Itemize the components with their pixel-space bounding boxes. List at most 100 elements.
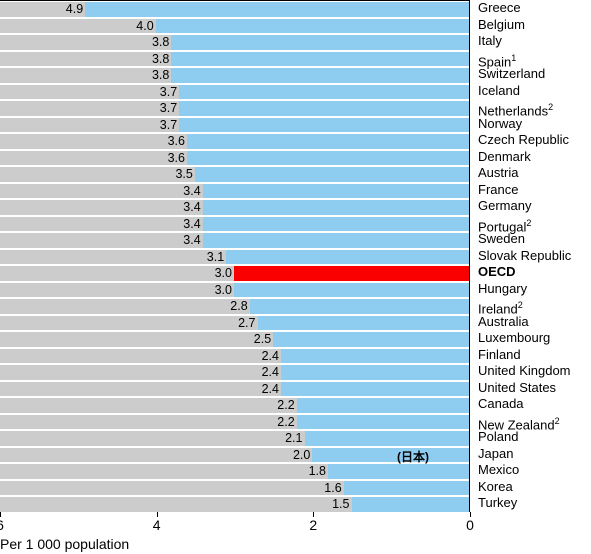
chart-row: 2.4 bbox=[0, 364, 469, 381]
chart-row: 3.0 bbox=[0, 265, 469, 282]
chart-row: 2.4 bbox=[0, 381, 469, 398]
bar-background bbox=[0, 151, 188, 166]
bar-background bbox=[0, 250, 227, 265]
category-label: United States bbox=[478, 380, 556, 396]
bar-background bbox=[0, 349, 282, 364]
value-label: 2.4 bbox=[262, 349, 279, 363]
bar-background bbox=[0, 299, 251, 314]
bar bbox=[344, 481, 469, 496]
category-label: Poland bbox=[478, 429, 518, 445]
bar-background bbox=[0, 101, 180, 116]
category-label: Austria bbox=[478, 165, 518, 181]
plot-area: 4.94.03.83.83.83.73.73.73.63.63.53.43.43… bbox=[0, 0, 470, 512]
x-axis-label: Per 1 000 population bbox=[0, 536, 129, 552]
value-label: 2.4 bbox=[262, 382, 279, 396]
value-label: 3.4 bbox=[183, 217, 200, 231]
category-label: Iceland bbox=[478, 83, 520, 99]
bar bbox=[171, 68, 469, 83]
chart-row: 3.0 bbox=[0, 282, 469, 299]
category-label: Denmark bbox=[478, 149, 531, 165]
value-label: 2.0 bbox=[293, 448, 310, 462]
value-label: 3.4 bbox=[183, 233, 200, 247]
value-label: 3.6 bbox=[168, 134, 185, 148]
bar bbox=[281, 349, 469, 364]
bar-background bbox=[0, 283, 235, 298]
bar bbox=[352, 497, 470, 512]
chart-row: 3.6 bbox=[0, 150, 469, 167]
bar bbox=[203, 184, 469, 199]
chart-row: 2.1 bbox=[0, 430, 469, 447]
category-label: Luxembourg bbox=[478, 330, 550, 346]
bar bbox=[234, 283, 469, 298]
bar bbox=[281, 365, 469, 380]
bar-background bbox=[0, 85, 180, 100]
footnote-marker: 2 bbox=[555, 416, 560, 426]
chart-row: 3.7 bbox=[0, 117, 469, 134]
value-label: 2.2 bbox=[277, 415, 294, 429]
bar-background bbox=[0, 68, 172, 83]
chart-row: 2.0(日本) bbox=[0, 447, 469, 464]
value-label: 3.7 bbox=[160, 101, 177, 115]
value-label: 3.8 bbox=[152, 68, 169, 82]
bar bbox=[179, 118, 469, 133]
bar-background bbox=[0, 365, 282, 380]
bar-background bbox=[0, 35, 172, 50]
value-label: 3.7 bbox=[160, 118, 177, 132]
chart-row: 3.4 bbox=[0, 232, 469, 249]
bar-background bbox=[0, 200, 204, 215]
chart-row: 2.5 bbox=[0, 331, 469, 348]
value-label: 1.5 bbox=[332, 497, 349, 511]
chart-row: 1.6 bbox=[0, 480, 469, 497]
bar-background bbox=[0, 382, 282, 397]
bar bbox=[312, 448, 469, 463]
value-label: 2.5 bbox=[254, 332, 271, 346]
x-tick-label: 2 bbox=[309, 517, 317, 533]
bar-background bbox=[0, 118, 180, 133]
chart-row: 3.4 bbox=[0, 183, 469, 200]
chart-row: 3.5 bbox=[0, 166, 469, 183]
category-label: Greece bbox=[478, 0, 521, 16]
bar-background bbox=[0, 497, 353, 512]
bar bbox=[234, 266, 469, 281]
bar bbox=[171, 52, 469, 67]
value-label: 3.8 bbox=[152, 35, 169, 49]
x-tick-label: 0 bbox=[466, 517, 474, 533]
bar-background bbox=[0, 167, 196, 182]
category-label: Sweden bbox=[478, 231, 525, 247]
bar bbox=[179, 85, 469, 100]
bar bbox=[273, 332, 469, 347]
value-label: 3.7 bbox=[160, 85, 177, 99]
chart-row: 3.8 bbox=[0, 67, 469, 84]
bar bbox=[297, 398, 469, 413]
bar bbox=[187, 134, 469, 149]
bar-background bbox=[0, 19, 157, 34]
chart-row: 2.4 bbox=[0, 348, 469, 365]
bar bbox=[156, 19, 469, 34]
bar bbox=[305, 431, 470, 446]
bar-background bbox=[0, 398, 298, 413]
value-label: 3.0 bbox=[215, 283, 232, 297]
bar bbox=[85, 2, 469, 17]
value-label: 2.8 bbox=[230, 299, 247, 313]
category-label: Germany bbox=[478, 198, 531, 214]
value-label: 1.6 bbox=[324, 481, 341, 495]
category-label: Finland bbox=[478, 347, 521, 363]
chart-row: 1.8 bbox=[0, 463, 469, 480]
chart-row: 3.6 bbox=[0, 133, 469, 150]
value-label: 4.9 bbox=[66, 2, 83, 16]
category-label: Canada bbox=[478, 396, 524, 412]
category-label: Belgium bbox=[478, 17, 525, 33]
footnote-marker: 2 bbox=[526, 218, 531, 228]
value-label: 2.7 bbox=[238, 316, 255, 330]
chart-row: 2.7 bbox=[0, 315, 469, 332]
chart-row: 3.1 bbox=[0, 249, 469, 266]
chart-row: 2.2 bbox=[0, 414, 469, 431]
bar-background bbox=[0, 332, 274, 347]
footnote-marker: 1 bbox=[511, 53, 516, 63]
x-tick-label: 6 bbox=[0, 517, 4, 533]
chart-row: 3.4 bbox=[0, 216, 469, 233]
bar-background bbox=[0, 52, 172, 67]
category-label: Turkey bbox=[478, 495, 517, 511]
category-label: Hungary bbox=[478, 281, 527, 297]
category-label: France bbox=[478, 182, 518, 198]
